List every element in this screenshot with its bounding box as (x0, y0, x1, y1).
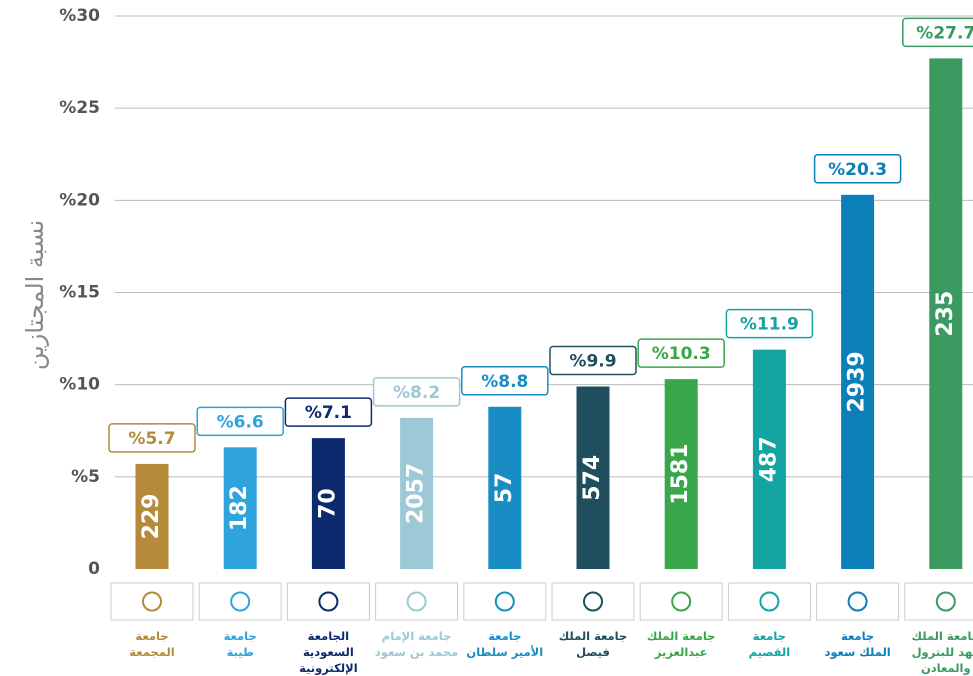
value-label-box (372, 377, 461, 407)
y-tick-label: %25 (59, 98, 100, 118)
logo (935, 591, 956, 612)
value-label-box (196, 406, 284, 437)
value-label-box (108, 423, 196, 453)
x-tick-label: جامعة المجمعة (129, 629, 175, 659)
x-tick-label: جامعة الأمير سلطان (466, 629, 544, 659)
value-label: %8.8 (481, 372, 528, 392)
count-label: 229 (139, 493, 164, 539)
count-label: 574 (580, 455, 605, 501)
x-tick-label: جامعة الملك سعود (824, 629, 891, 659)
count-label: 1581 (668, 443, 693, 504)
value-label-box (549, 345, 637, 376)
x-tick-label: جامعة الإمام محمد بن سعود (374, 629, 459, 659)
y-tick-label: %20 (59, 190, 100, 210)
logo-box (904, 582, 973, 621)
logo (230, 591, 251, 612)
bar (223, 447, 257, 569)
x-tick-label: الجامعة السعودية الإلكترونية (299, 629, 358, 675)
logo (494, 591, 515, 612)
x-tick-label: جامعة القصيم (748, 629, 791, 659)
value-label-box (284, 397, 373, 427)
y-tick-label: 0 (88, 559, 100, 579)
count-label: 2057 (404, 463, 429, 524)
value-label: %9.9 (569, 352, 616, 372)
logo (406, 591, 427, 612)
bar (311, 438, 345, 569)
logo (847, 591, 868, 612)
count-label: 70 (315, 488, 340, 519)
y-tick-label: %10 (59, 375, 100, 395)
x-tick-label: جامعة الملك فيصل (558, 629, 628, 659)
value-label-box (461, 366, 549, 396)
count-label: 487 (756, 436, 781, 482)
value-label-box (902, 17, 973, 48)
logo (142, 591, 162, 612)
value-label: %10.3 (652, 344, 711, 364)
bar (752, 349, 786, 569)
logo-box (639, 582, 723, 621)
bar (135, 463, 169, 569)
x-tick-label: جامعة طيبة (223, 629, 257, 659)
count-label: 2939 (845, 351, 870, 412)
y-tick-label: %30 (59, 6, 100, 26)
count-label: 235 (933, 291, 958, 337)
value-label: %20.3 (828, 160, 887, 180)
bar (664, 379, 698, 569)
logo (671, 591, 692, 612)
y-axis-title: نسبة المجتازين (21, 220, 49, 370)
logo-box (816, 582, 900, 621)
y-tick-label: %5 (71, 467, 100, 487)
value-label-box (725, 308, 814, 339)
value-label: %6.6 (217, 412, 264, 432)
logo-box (551, 582, 635, 621)
value-label: %11.9 (740, 315, 799, 335)
logo-box (286, 582, 370, 621)
bar (841, 194, 875, 569)
count-label: 182 (227, 485, 252, 531)
value-label: %7.1 (305, 403, 352, 423)
value-label: %5.7 (128, 429, 175, 449)
bar (488, 406, 522, 569)
value-label-box (813, 154, 902, 184)
bar (929, 58, 963, 569)
logo-box (727, 582, 811, 621)
logo-box (110, 582, 194, 621)
logo-box (198, 582, 282, 621)
bar (400, 417, 434, 569)
logo (759, 591, 780, 612)
value-label: %8.2 (393, 383, 440, 403)
bar (576, 386, 610, 569)
value-label-box (637, 338, 725, 368)
y-tick-label: %15 (59, 283, 100, 303)
logo-box (375, 582, 459, 621)
count-label: 57 (492, 473, 517, 504)
x-tick-label: جامعة الملك عبدالعزيز (646, 629, 716, 659)
logo (318, 591, 339, 612)
logo-box (463, 582, 547, 621)
x-tick-label: جامعة الملك فهد للبترول والمعادن (911, 629, 973, 675)
value-label: %27.7 (916, 23, 973, 43)
logo (583, 591, 603, 612)
